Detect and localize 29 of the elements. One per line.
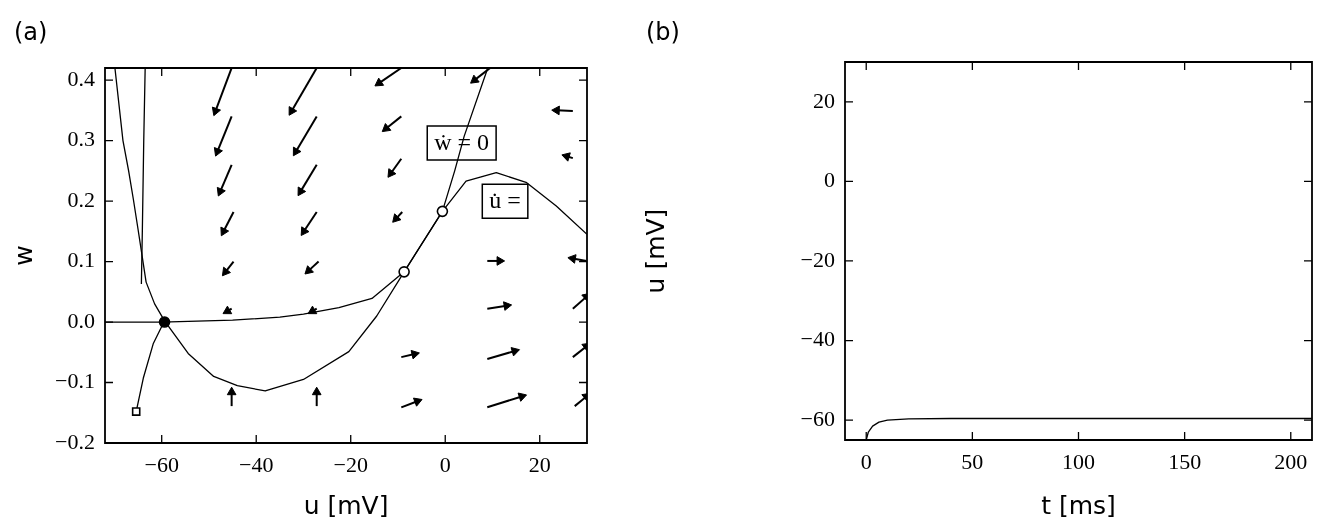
y-tick-label: 0.4 (67, 65, 95, 91)
y-tick-label: −20 (800, 246, 835, 272)
chart-title: (a) (14, 18, 48, 47)
x-tick-label: 200 (1274, 448, 1308, 474)
y-tick-label: −0.2 (55, 428, 95, 454)
y-tick-label: 0.0 (67, 307, 95, 333)
x-tick-label: 20 (528, 451, 551, 477)
y-tick-label: 0.3 (67, 126, 95, 152)
x-tick-label: 0 (439, 451, 451, 477)
x-tick-label: 100 (1062, 448, 1095, 474)
chart-title: (b) (646, 18, 680, 47)
x-tick-label: 50 (961, 448, 984, 474)
x-axis-title: t [ms] (1041, 490, 1116, 520)
y-tick-label: 0.1 (67, 247, 95, 273)
annotation: u̇ = (489, 187, 521, 214)
x-tick-label: −20 (333, 451, 368, 477)
y-tick-label: 20 (813, 87, 835, 113)
y-axis-title: u [mV] (640, 208, 670, 294)
y-tick-label: −0.1 (55, 368, 95, 394)
x-tick-label: −60 (144, 451, 179, 477)
x-tick-label: −40 (239, 451, 274, 477)
y-tick-label: 0 (824, 167, 835, 193)
y-axis-title: w (8, 245, 38, 266)
x-axis-title: u [mV] (303, 490, 389, 520)
y-tick-label: −40 (800, 326, 835, 352)
y-tick-label: −60 (800, 405, 835, 431)
x-tick-label: 0 (860, 448, 872, 474)
y-tick-label: 0.2 (67, 186, 95, 212)
x-tick-label: 150 (1168, 448, 1202, 474)
